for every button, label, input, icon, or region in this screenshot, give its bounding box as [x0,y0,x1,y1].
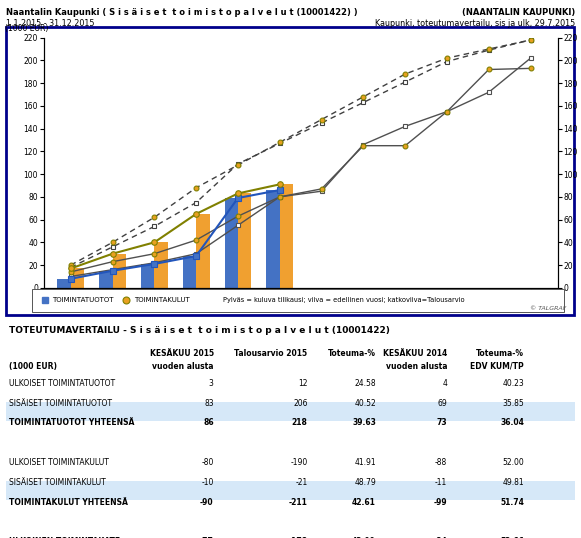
Text: Naantalin Kaupunki ( S i s ä i s e t  t o i m i s t o p a l v e l u t (10001422): Naantalin Kaupunki ( S i s ä i s e t t o… [6,8,357,17]
Text: TOIMINTAKULUT YHTEENSÄ: TOIMINTAKULUT YHTEENSÄ [9,498,128,507]
Text: -11: -11 [435,478,447,487]
Text: (1000 EUR): (1000 EUR) [5,24,48,33]
Text: ULKOINEN TOIMINTAKATE: ULKOINEN TOIMINTAKATE [9,537,120,538]
Text: 49.81: 49.81 [503,478,524,487]
Text: -99: -99 [433,498,447,507]
Bar [113,254,126,288]
Text: 41.91: 41.91 [354,458,376,467]
Text: -21: -21 [295,478,307,487]
Text: (1000 EUR): (1000 EUR) [9,362,57,371]
Text: -211: -211 [289,498,307,507]
Text: Talousarvio 2015: Talousarvio 2015 [235,349,307,358]
Bar [155,242,168,288]
Text: Toteuma-%: Toteuma-% [328,349,376,358]
Text: 40.23: 40.23 [502,379,524,388]
Text: -84: -84 [433,537,447,538]
Text: -10: -10 [201,478,214,487]
Bar [266,190,280,288]
Text: 73: 73 [436,419,447,427]
Text: 69: 69 [437,399,447,408]
Text: ULKOISET TOIMINTATUOTOT: ULKOISET TOIMINTATUOTOT [9,379,115,388]
Text: 39.63: 39.63 [352,419,376,427]
Bar [99,271,113,288]
Text: -88: -88 [435,458,447,467]
Bar [58,279,71,288]
Text: 52.00: 52.00 [502,458,524,467]
Text: SISÄISET TOIMINTAKULUT: SISÄISET TOIMINTAKULUT [9,478,105,487]
Text: 1.1.2015 - 31.12.2015: 1.1.2015 - 31.12.2015 [6,19,94,28]
Text: 12: 12 [298,379,307,388]
Bar [6,481,575,500]
Text: KESÄKUU 2014: KESÄKUU 2014 [383,349,447,358]
Text: 35.85: 35.85 [502,399,524,408]
Text: 3: 3 [209,379,214,388]
Bar [6,402,575,421]
Text: KESÄKUU 2015: KESÄKUU 2015 [149,349,214,358]
Text: 42.61: 42.61 [352,498,376,507]
Text: -190: -190 [290,458,307,467]
Text: Pylväs = kuluva tilikausi; viiva = edellinen vuosi; katkoviiva=Talousarvio: Pylväs = kuluva tilikausi; viiva = edell… [223,297,464,303]
Text: 52.66: 52.66 [500,537,524,538]
Bar [280,185,293,288]
Text: 218: 218 [292,419,307,427]
Text: 83: 83 [204,399,214,408]
Text: 40.52: 40.52 [354,399,376,408]
Text: TOIMINTATUOTOT: TOIMINTATUOTOT [52,297,114,303]
Text: EDV KUM/TP: EDV KUM/TP [470,362,524,371]
Bar [196,214,210,288]
Bar [141,264,155,288]
Text: TOIMINTAKULUT: TOIMINTAKULUT [134,297,190,303]
Text: 206: 206 [293,399,307,408]
Text: 51.74: 51.74 [500,498,524,507]
Text: ULKOISET TOIMINTAKULUT: ULKOISET TOIMINTAKULUT [9,458,109,467]
Text: SISÄISET TOIMINTATUOTOT: SISÄISET TOIMINTATUOTOT [9,399,112,408]
Text: vuoden alusta: vuoden alusta [152,362,214,371]
Text: 48.79: 48.79 [354,478,376,487]
Text: -77: -77 [200,537,214,538]
Text: 86: 86 [203,419,214,427]
Text: TOTEUTUMAVERTAILU - S i s ä i s e t  t o i m i s t o p a l v e l u t (10001422): TOTEUTUMAVERTAILU - S i s ä i s e t t o … [9,326,389,335]
Text: 43.09: 43.09 [352,537,376,538]
Text: 4: 4 [442,379,447,388]
Bar [71,268,84,288]
Text: vuoden alusta: vuoden alusta [386,362,447,371]
Text: Toteuma-%: Toteuma-% [476,349,524,358]
Text: Kaupunki, toteutumavertailu, sis ja ulk, 29.7.2015: Kaupunki, toteutumavertailu, sis ja ulk,… [375,19,575,28]
Text: -90: -90 [200,498,214,507]
Text: -178: -178 [288,537,307,538]
Bar [238,194,252,288]
Text: TOIMINTATUOTOT YHTEENSÄ: TOIMINTATUOTOT YHTEENSÄ [9,419,134,427]
Text: © TALGRAF: © TALGRAF [530,306,566,311]
FancyBboxPatch shape [32,288,564,312]
Text: 36.04: 36.04 [500,419,524,427]
Text: 24.58: 24.58 [354,379,376,388]
Text: (NAANTALIN KAUPUNKI): (NAANTALIN KAUPUNKI) [462,8,575,17]
Bar [225,198,238,288]
Text: -80: -80 [201,458,214,467]
Bar [183,256,196,288]
